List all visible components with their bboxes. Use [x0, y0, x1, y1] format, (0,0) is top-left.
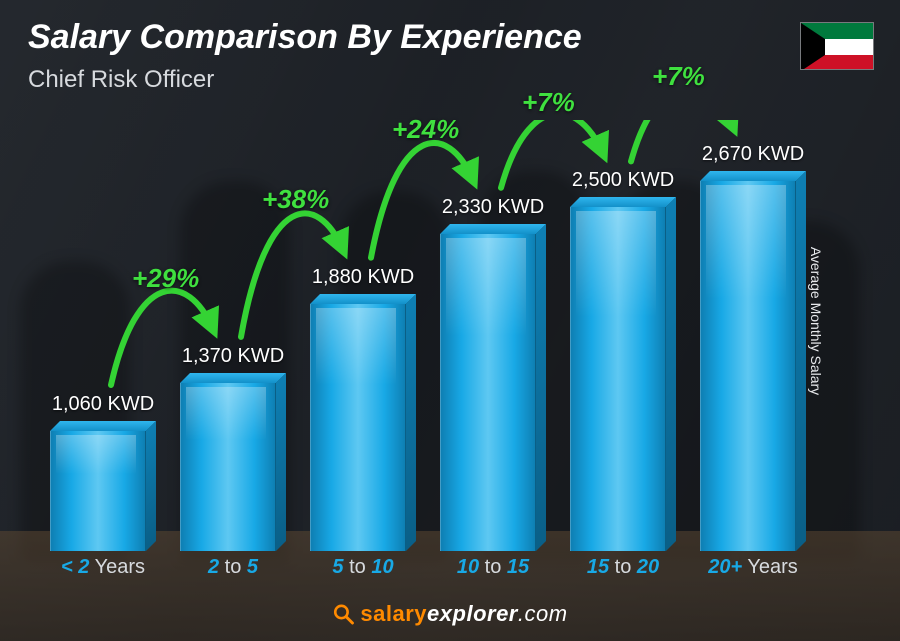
bar: 1,880 KWD	[310, 294, 416, 551]
chart-column: 1,060 KWD < 2 Years	[50, 421, 156, 579]
bar: 2,330 KWD	[440, 224, 546, 551]
bar-value-label: 1,880 KWD	[312, 266, 414, 289]
bar-value-label: 1,060 KWD	[52, 393, 154, 416]
chart-column: 2,670 KWD 20+ Years	[700, 171, 806, 579]
bar-value-label: 2,500 KWD	[572, 169, 674, 192]
bar-value-label: 2,670 KWD	[702, 143, 804, 166]
x-category-label: 2 to 5	[180, 556, 286, 579]
bar: 2,500 KWD	[570, 197, 676, 551]
country-flag-kuwait	[800, 22, 874, 70]
bar-front	[310, 304, 406, 551]
bar-front	[440, 234, 536, 551]
increase-label: +29%	[132, 263, 199, 294]
bar-side	[796, 171, 806, 551]
bar-front	[700, 181, 796, 551]
search-icon	[332, 603, 354, 625]
bar-side	[276, 373, 286, 551]
bar-side	[666, 197, 676, 551]
bar: 2,670 KWD	[700, 171, 806, 551]
chart-column: 2,500 KWD 15 to 20	[570, 197, 676, 579]
bar-front	[50, 431, 146, 551]
bar-front	[180, 383, 276, 551]
bar-value-label: 2,330 KWD	[442, 196, 544, 219]
brand-suffix: explorer	[427, 601, 518, 626]
x-category-label: 5 to 10	[310, 556, 416, 579]
x-category-label: 10 to 15	[440, 556, 546, 579]
page-title: Salary Comparison By Experience	[28, 18, 582, 57]
increase-label: +24%	[392, 114, 459, 145]
bar-side	[406, 294, 416, 551]
chart-column: 2,330 KWD 10 to 15	[440, 224, 546, 579]
bar-top	[310, 294, 416, 304]
increase-label: +7%	[522, 87, 575, 118]
bar-top	[700, 171, 806, 181]
bar-top	[180, 373, 286, 383]
bar-top	[50, 421, 156, 431]
page-subtitle: Chief Risk Officer	[28, 66, 214, 94]
x-category-label: 20+ Years	[700, 556, 806, 579]
bar-side	[536, 224, 546, 551]
bar-side	[146, 421, 156, 551]
brand-prefix: salary	[360, 601, 427, 626]
bar: 1,370 KWD	[180, 373, 286, 551]
increase-label: +7%	[652, 61, 705, 92]
increase-label: +38%	[262, 184, 329, 215]
bar-value-label: 1,370 KWD	[182, 345, 284, 368]
x-category-label: 15 to 20	[570, 556, 676, 579]
salary-bar-chart: 1,060 KWD < 2 Years 1,370 KWD 2 to 5 1,880 K…	[40, 120, 844, 579]
infographic-stage: Salary Comparison By Experience Chief Ri…	[0, 0, 900, 641]
bar-top	[440, 224, 546, 234]
bar: 1,060 KWD	[50, 421, 156, 551]
x-category-label: < 2 Years	[50, 556, 156, 579]
chart-column: 1,370 KWD 2 to 5	[180, 373, 286, 579]
footer-brand: salaryexplorer.com	[332, 601, 567, 627]
chart-column: 1,880 KWD 5 to 10	[310, 294, 416, 579]
bar-top	[570, 197, 676, 207]
brand-domain: .com	[518, 601, 568, 626]
bar-front	[570, 207, 666, 551]
